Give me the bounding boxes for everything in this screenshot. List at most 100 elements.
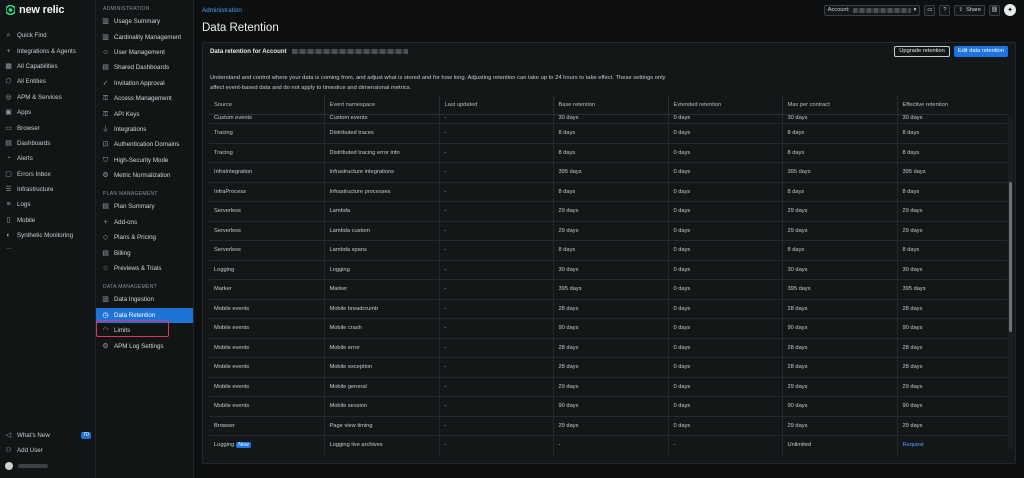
main-content: Administration Account: ▾ ▭ ? ⇪ Share ⛓ … — [194, 0, 1024, 478]
upgrade-retention-button[interactable]: Upgrade retention — [894, 45, 950, 57]
mobile-icon: ▯ — [6, 216, 11, 224]
nav-item-integrations-and-agents[interactable]: + Integrations & Agents — [0, 43, 95, 58]
subnav-item-shared-dashboards[interactable]: ▤ Shared Dashboards — [96, 60, 193, 75]
subnav-item-cardinality-management[interactable]: ▥ Cardinality Management — [96, 29, 193, 44]
table-cell: 29 days — [782, 416, 898, 436]
data-retention-panel: Data retention for Account Upgrade reten… — [202, 42, 1016, 464]
subnav-item-label: Billing — [114, 249, 131, 257]
subnav-item-user-management[interactable]: ☺ User Management — [96, 45, 193, 60]
table-row: Mobile events Mobile exception -28 days 0 d… — [209, 357, 1007, 378]
column-header-last-updated[interactable]: Last updated — [439, 95, 554, 115]
breadcrumb-administration[interactable]: Administration — [202, 6, 242, 14]
copy-link-button[interactable]: ⛓ — [989, 4, 1000, 16]
subnav-item-label: Integrations — [114, 125, 147, 133]
bar-chart-icon: ▥ — [102, 18, 109, 26]
column-header-max-per-contract[interactable]: Max per contract — [782, 95, 898, 115]
table-row: Tracing Distributed tracing error info -8 … — [209, 143, 1007, 163]
nav-item-apps[interactable]: ▣ Apps — [0, 105, 95, 120]
subnav-item-metric-normalization[interactable]: ⚙ Metric Normalization — [96, 168, 193, 183]
subnav-item-high-security-mode[interactable]: ⛉ High-Security Mode — [96, 153, 193, 168]
nav-item-browser[interactable]: ▭ Browser — [0, 120, 95, 135]
column-header-source[interactable]: Source — [209, 95, 325, 115]
check-icon: ✓ — [102, 79, 109, 87]
account-selector[interactable]: Account: ▾ — [823, 4, 921, 16]
table-cell: 90 days — [553, 396, 669, 417]
more-nav-items[interactable]: ... — [6, 244, 12, 252]
new-relic-logo[interactable]: new relic — [0, 0, 95, 20]
clock-icon: ◷ — [102, 311, 109, 319]
subnav-item-label: High-Security Mode — [114, 156, 169, 164]
share-icon: ⇪ — [958, 7, 964, 13]
nav-item-all-entities[interactable]: ⬡ All Entities — [0, 74, 95, 89]
table-row: InfraIntegration Infrastructure integrati… — [209, 162, 1007, 183]
ai-assistant-button[interactable]: ✦ — [1004, 4, 1016, 16]
scrollbar-thumb[interactable] — [1009, 182, 1012, 332]
subnav-item-apm-log-settings[interactable]: ⚙ APM Log Settings — [96, 338, 193, 353]
request-link[interactable]: Request — [902, 442, 924, 449]
subnav-item-previews-and-trials[interactable]: ☆ Previews & Trials — [96, 261, 193, 276]
table-cell: 29 days — [553, 416, 669, 436]
retention-table-container[interactable]: Source Event namespace Last updated Base re… — [209, 95, 1013, 455]
column-header-base-retention[interactable]: Base retention — [553, 95, 669, 115]
table-cell: 30 days — [897, 114, 1007, 124]
subnav-item-usage-summary[interactable]: ▥ Usage Summary — [96, 14, 193, 29]
subnav-item-authentication-domains[interactable]: ⊡ Authentication Domains — [96, 137, 193, 152]
whats-new-button[interactable]: ◁ What's New 70 — [0, 428, 96, 443]
nav-item-label: Synthetic Monitoring — [17, 232, 74, 240]
table-cell: - — [439, 240, 554, 261]
table-row: Serverless Lambda spans -8 days 0 days 8 day… — [209, 240, 1007, 261]
column-header-effective-retention[interactable]: Effective retention — [897, 95, 1007, 115]
nav-item-label: Dashboards — [17, 139, 51, 147]
nav-item-logs[interactable]: ≡ Logs — [0, 197, 95, 212]
table-cell: 28 days — [897, 338, 1007, 358]
subnav-item-label: Previews & Trials — [114, 265, 162, 273]
edit-data-retention-button[interactable]: Edit data retention — [953, 45, 1008, 57]
nav-item-infrastructure[interactable]: ☰ Infrastructure — [0, 182, 95, 197]
table-cell: 28 days — [782, 338, 898, 358]
share-button[interactable]: ⇪ Share — [954, 4, 985, 16]
add-user-button[interactable]: ⚇ Add User — [0, 443, 96, 458]
nav-item-mobile[interactable]: ▯ Mobile — [0, 213, 95, 228]
table-cell: Marker — [324, 279, 440, 300]
subnav-item-add-ons[interactable]: + Add-ons — [96, 215, 193, 230]
column-header-event-namespace[interactable]: Event namespace — [324, 95, 440, 115]
table-cell: Page view timing — [324, 416, 440, 436]
feedback-button[interactable]: ▭ — [924, 4, 936, 16]
subnav-item-access-management[interactable]: ⚿ Access Management — [96, 91, 193, 106]
bell-icon: ◔ — [6, 155, 11, 163]
subnav-item-plan-summary[interactable]: ▤ Plan Summary — [96, 199, 193, 214]
nav-item-dashboards[interactable]: ▤ Dashboards — [0, 136, 95, 151]
table-cell: Distributed tracing error info — [324, 143, 440, 163]
table-cell: - — [439, 162, 554, 183]
table-cell: 0 days — [668, 377, 783, 397]
user-menu[interactable] — [0, 459, 96, 474]
table-cell: Tracing — [209, 143, 325, 163]
nav-item-quick-find[interactable]: ⌕ Quick Find — [0, 28, 95, 43]
nav-item-label: Alerts — [17, 155, 33, 163]
subnav-item-api-keys[interactable]: ⚿ API Keys — [96, 106, 193, 121]
avatar — [5, 462, 13, 471]
column-header-extended-retention[interactable]: Extended retention — [668, 95, 783, 115]
table-cell: 28 days — [782, 357, 898, 378]
nav-item-errors-inbox[interactable]: ▢ Errors Inbox — [0, 167, 95, 182]
table-cell: 90 days — [553, 318, 669, 339]
subnav-item-invitation-approval[interactable]: ✓ Invitation Approval — [96, 76, 193, 91]
table-row: Browser Page view timing -29 days 0 days 29 … — [209, 416, 1007, 436]
subnav-item-data-retention[interactable]: ◷ Data Retention — [96, 307, 193, 324]
table-cell: - — [439, 318, 554, 339]
nav-item-synthetic-monitoring[interactable]: ◐ Synthetic Monitoring — [0, 228, 95, 243]
nav-item-alerts[interactable]: ◔ Alerts — [0, 151, 95, 166]
chat-icon: ▭ — [927, 7, 933, 13]
help-button[interactable]: ? — [939, 4, 951, 16]
nav-item-all-capabilities[interactable]: ▦ All Capabilities — [0, 59, 95, 74]
subnav-item-limits[interactable]: ◠ Limits — [96, 323, 193, 338]
nav-item-apm-and-services[interactable]: ◎ APM & Services — [0, 90, 95, 105]
subnav-item-billing[interactable]: ▤ Billing — [96, 245, 193, 260]
table-scrollbar[interactable] — [1008, 117, 1013, 449]
table-row: Mobile events Mobile crash -90 days 0 days 9… — [209, 318, 1007, 339]
panel-actions: Upgrade retention Edit data retention — [894, 45, 1008, 57]
subnav-item-data-ingestion[interactable]: ▥ Data Ingestion — [96, 292, 193, 307]
subnav-item-plans-and-pricing[interactable]: ◇ Plans & Pricing — [96, 230, 193, 245]
subnav-item-integrations[interactable]: ⏚ Integrations — [96, 122, 193, 137]
nav-item-label: All Entities — [17, 78, 46, 86]
